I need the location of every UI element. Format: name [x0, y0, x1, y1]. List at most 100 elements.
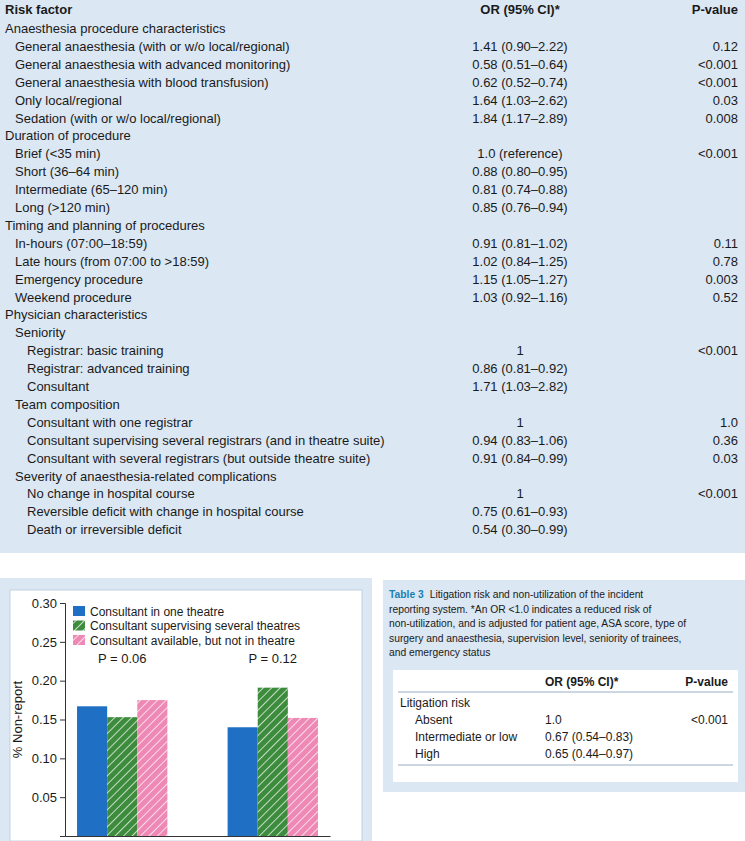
- table-cell: 1: [516, 343, 523, 358]
- bar: [258, 688, 288, 836]
- table-cell: 0.003: [705, 272, 738, 287]
- table-cell: Death or irreversible deficit: [27, 522, 182, 537]
- legend: Consultant in one theatreConsultant supe…: [73, 605, 300, 648]
- bottom-rule: [398, 765, 733, 766]
- y-tick: 0.25: [32, 634, 65, 649]
- table-cell: 1.71 (1.03–2.82): [472, 379, 567, 394]
- table-cell: 0.54 (0.30–0.99): [472, 522, 567, 537]
- table-cell: Intermediate (65–120 min): [15, 182, 167, 197]
- page: Risk factor OR (95% CI)* P-value Anaesthesi…: [0, 0, 745, 841]
- table-cell: 1.84 (1.17–2.89): [472, 111, 567, 126]
- table-background: [0, 0, 745, 553]
- table-cell: In-hours (07:00–18:59): [15, 236, 147, 251]
- table-cell: Long (>120 min): [15, 200, 110, 215]
- caption-line: reporting system. *An OR <1.0 indicates …: [389, 604, 652, 615]
- y-axis-title: % Non-report: [10, 680, 25, 758]
- table-cell: 1.0 (reference): [477, 146, 562, 161]
- table-cell: 0.03: [713, 451, 738, 466]
- table-cell: 0.62 (0.52–0.74): [472, 75, 567, 90]
- y-tick: 0.05: [32, 790, 65, 805]
- section-title: Timing and planning of procedures: [5, 218, 205, 233]
- section-title: Physician characteristics: [5, 307, 148, 322]
- table-cell: 0.91 (0.84–0.99): [472, 451, 567, 466]
- table-cell: <0.001: [698, 146, 738, 161]
- section-title: Anaesthesia procedure characteristics: [5, 21, 226, 36]
- table-3-panel: [383, 580, 745, 792]
- chart-frame: [10, 590, 362, 841]
- y-tick-mark: [60, 720, 65, 721]
- legend-swatch: [73, 606, 85, 616]
- table-cell: Emergency procedure: [15, 272, 143, 287]
- table-cell: 0.11: [714, 236, 738, 251]
- caption-line: surgery and anaesthesia, supervision lev…: [389, 633, 681, 644]
- legend-label: Consultant available, but not in theatre: [90, 634, 295, 648]
- table-cell: Consultant: [27, 379, 90, 394]
- header-rule: [398, 692, 733, 693]
- y-tick-mark: [60, 642, 65, 643]
- table-cell: Intermediate or low: [415, 730, 517, 744]
- table-cell: Only local/regional: [15, 93, 122, 108]
- bar: [77, 706, 107, 836]
- table-cell: <0.001: [698, 75, 738, 90]
- annotation: P = 0.06: [98, 651, 147, 666]
- table-cell: Short (36–64 min): [15, 164, 119, 179]
- table-cell: <0.001: [691, 713, 728, 727]
- chart: 0.05 0.10 0.15 0.20 0.25 0.30 % Non-report P = …: [0, 578, 372, 841]
- table-cell: 1.0: [720, 415, 738, 430]
- table-cell: 0.86 (0.81–0.92): [472, 361, 567, 376]
- table-cell: 0.78: [713, 254, 738, 269]
- table-cell: General anaesthesia (with or w/o local/r…: [15, 39, 290, 54]
- table-cell: 0.03: [713, 93, 738, 108]
- y-tick-label: 0.30: [32, 596, 57, 611]
- bar: [107, 717, 137, 836]
- table-cell: 0.75 (0.61–0.93): [472, 504, 567, 519]
- table-cell: 0.58 (0.51–0.64): [472, 57, 567, 72]
- table-cell: Sedation (with or w/o local/regional): [15, 111, 221, 126]
- table-cell: Consultant supervising several registrar…: [27, 433, 385, 448]
- y-tick-mark: [60, 681, 65, 682]
- table-header: P-value: [685, 675, 728, 689]
- y-tick-label: 0.25: [32, 634, 57, 649]
- risk-factor-table: Risk factorOR (95% CI)*P-valueAnaesthesi…: [0, 0, 745, 553]
- table-cell: Consultant with several registrars (but …: [27, 451, 370, 466]
- table-cell: Weekend procedure: [15, 290, 132, 305]
- table-3: Table 3 Litigation risk and non-utilizati…: [383, 580, 745, 792]
- subsection-title: Team composition: [15, 397, 120, 412]
- y-tick-mark: [60, 797, 65, 798]
- y-tick-label: 0.15: [32, 712, 57, 727]
- table-cell: <0.001: [698, 343, 738, 358]
- table-cell: <0.001: [698, 486, 738, 501]
- table-header: Risk factor: [5, 2, 72, 17]
- table-cell: Absent: [415, 713, 453, 727]
- table-cell: 0.12: [713, 39, 738, 54]
- table-cell: 1.15 (1.05–1.27): [472, 272, 567, 287]
- legend-swatch: [73, 635, 85, 645]
- table-cell: Registrar: advanced training: [27, 361, 190, 376]
- table-cell: 0.36: [713, 433, 738, 448]
- legend-label: Consultant supervising several theatres: [90, 619, 300, 633]
- table-cell: 1: [516, 415, 523, 430]
- table-cell: 0.81 (0.74–0.88): [472, 182, 567, 197]
- y-axis: 0.05 0.10 0.15 0.20 0.25 0.30: [32, 596, 66, 837]
- x-axis-line: [66, 836, 331, 837]
- y-tick: 0.10: [32, 751, 65, 766]
- table-header: OR (95% CI)*: [545, 675, 619, 689]
- caption-text: Litigation risk and non-utilization of t…: [430, 589, 644, 600]
- legend-label: Consultant in one theatre: [90, 605, 224, 619]
- table-cell: 1: [516, 486, 523, 501]
- table-cell: General anaesthesia with blood transfusi…: [15, 75, 269, 90]
- table-cell: 1.02 (0.84–1.25): [472, 254, 567, 269]
- table-header: P-value: [692, 2, 738, 17]
- y-tick: 0.15: [32, 712, 65, 727]
- bar: [288, 718, 318, 836]
- table-cell: Registrar: basic training: [27, 343, 164, 358]
- table-cell: Brief (<35 min): [15, 146, 101, 161]
- table-cell: 1.0: [545, 713, 562, 727]
- caption-label: Table 3: [389, 589, 424, 600]
- table-cell: 0.91 (0.81–1.02): [472, 236, 567, 251]
- table-cell: General anaesthesia with advanced monito…: [15, 57, 290, 72]
- y-tick: 0.20: [32, 673, 65, 688]
- y-tick-label: 0.10: [32, 751, 57, 766]
- section-title: Litigation risk: [400, 696, 471, 710]
- caption-line: and emergency status: [389, 647, 490, 658]
